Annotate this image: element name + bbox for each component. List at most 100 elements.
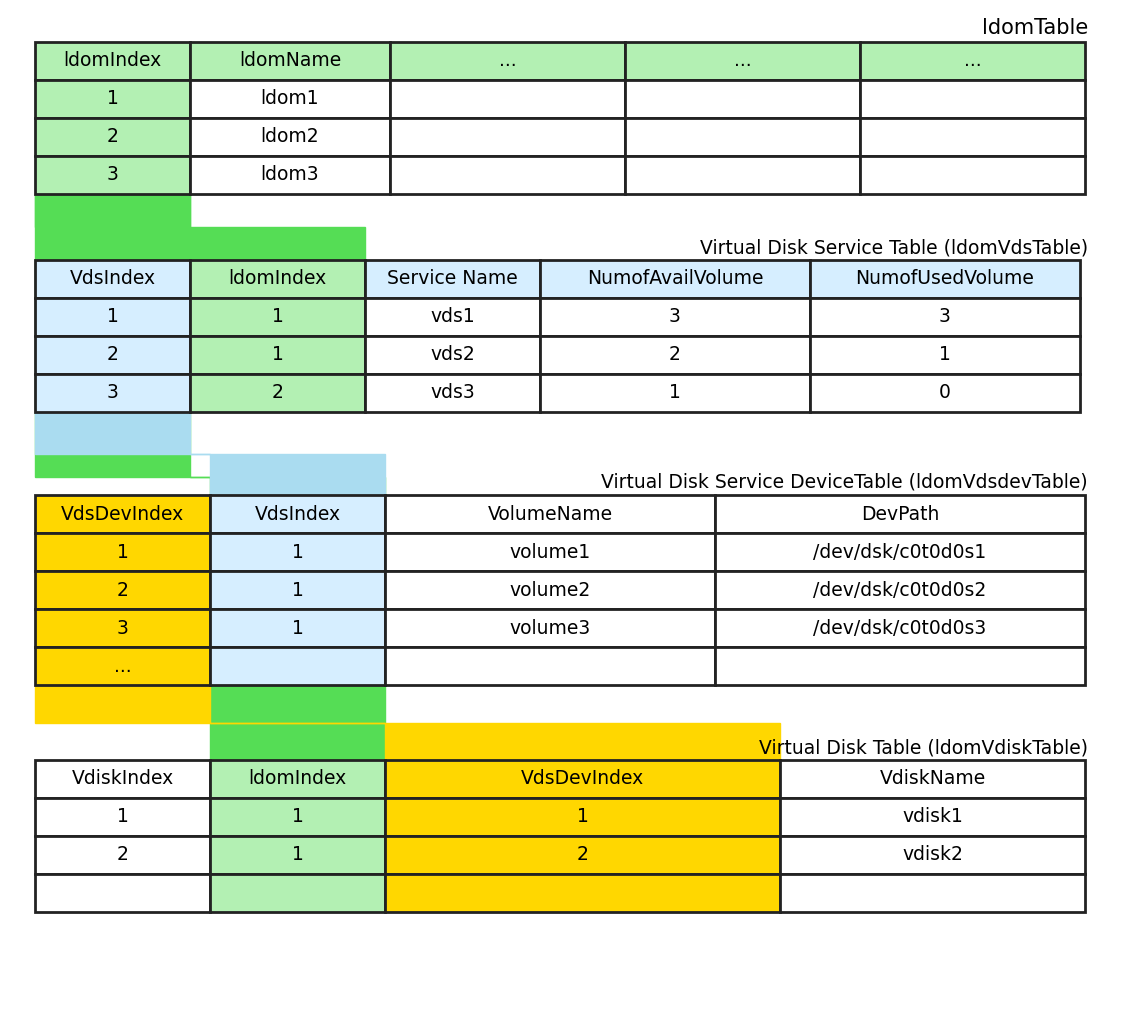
Text: 2: 2	[669, 346, 681, 364]
Text: 2: 2	[577, 845, 588, 865]
Bar	[385, 798, 780, 836]
Text: VdiskName: VdiskName	[880, 770, 985, 789]
Bar	[540, 374, 810, 412]
Bar	[210, 532, 385, 571]
Bar	[385, 836, 780, 874]
Bar	[190, 298, 365, 336]
Text: 3: 3	[939, 308, 951, 326]
Text: 1: 1	[292, 543, 303, 561]
Text: 1: 1	[577, 807, 588, 827]
Bar	[859, 156, 1085, 194]
Text: Virtual Disk Service Table (ldomVdsTable): Virtual Disk Service Table (ldomVdsTable…	[700, 238, 1088, 258]
Text: 3: 3	[107, 384, 119, 402]
Bar	[190, 156, 390, 194]
Text: volume2: volume2	[509, 581, 590, 599]
Text: 1: 1	[272, 346, 284, 364]
Text: vds3: vds3	[430, 384, 475, 402]
Bar	[625, 80, 859, 118]
Polygon shape	[35, 412, 385, 495]
Text: 1: 1	[292, 619, 303, 637]
Polygon shape	[35, 685, 780, 760]
Text: NumofAvailVolume: NumofAvailVolume	[587, 270, 763, 288]
Bar	[385, 532, 715, 571]
Bar	[390, 118, 625, 156]
Bar	[35, 80, 190, 118]
Text: vdisk2: vdisk2	[902, 845, 963, 865]
Bar	[35, 336, 190, 374]
Text: vds1: vds1	[430, 308, 475, 326]
Bar	[385, 609, 715, 647]
Bar	[35, 609, 210, 647]
Bar	[390, 80, 625, 118]
Text: vds2: vds2	[430, 346, 475, 364]
Text: 1: 1	[272, 308, 284, 326]
Text: ldom3: ldom3	[260, 165, 320, 185]
Text: ldomIndex: ldomIndex	[229, 270, 327, 288]
Bar	[385, 495, 715, 532]
Bar	[35, 798, 210, 836]
Text: DevPath: DevPath	[861, 505, 939, 523]
Text: vdisk1: vdisk1	[902, 807, 963, 827]
Bar	[385, 647, 715, 685]
Text: ...: ...	[113, 657, 131, 675]
Bar	[715, 532, 1085, 571]
Text: ldomIndex: ldomIndex	[248, 770, 347, 789]
Bar	[780, 760, 1085, 798]
Text: Service Name: Service Name	[387, 270, 518, 288]
Polygon shape	[35, 194, 365, 260]
Bar	[715, 571, 1085, 609]
Bar	[35, 532, 210, 571]
Bar	[210, 495, 385, 532]
Text: 0: 0	[939, 384, 951, 402]
Text: 1: 1	[292, 581, 303, 599]
Bar	[365, 260, 540, 298]
Bar	[810, 374, 1080, 412]
Bar	[35, 42, 190, 80]
Bar	[780, 874, 1085, 912]
Text: 3: 3	[107, 165, 119, 185]
Text: ...: ...	[964, 51, 982, 71]
Bar	[190, 118, 390, 156]
Text: /dev/dsk/c0t0d0s3: /dev/dsk/c0t0d0s3	[813, 619, 986, 637]
Text: 1: 1	[117, 807, 128, 827]
Text: 2: 2	[107, 346, 119, 364]
Text: 1: 1	[117, 543, 128, 561]
Bar	[540, 336, 810, 374]
Bar	[210, 609, 385, 647]
Text: ldomIndex: ldomIndex	[63, 51, 162, 71]
Bar	[625, 156, 859, 194]
Bar	[385, 874, 780, 912]
Bar	[190, 260, 365, 298]
Text: 3: 3	[117, 619, 128, 637]
Text: VdsIndex: VdsIndex	[70, 270, 156, 288]
Polygon shape	[35, 194, 385, 760]
Text: ...: ...	[498, 51, 516, 71]
Bar	[35, 374, 190, 412]
Bar	[210, 571, 385, 609]
Bar	[810, 298, 1080, 336]
Text: ...: ...	[734, 51, 752, 71]
Bar	[210, 836, 385, 874]
Bar	[190, 374, 365, 412]
Bar	[540, 298, 810, 336]
Text: Virtual Disk Service DeviceTable (ldomVdsdevTable): Virtual Disk Service DeviceTable (ldomVd…	[601, 473, 1088, 491]
Bar	[210, 647, 385, 685]
Bar	[35, 760, 210, 798]
Text: ldomTable: ldomTable	[982, 18, 1088, 38]
Text: volume3: volume3	[509, 619, 590, 637]
Bar	[715, 647, 1085, 685]
Text: 1: 1	[669, 384, 681, 402]
Bar	[859, 118, 1085, 156]
Bar	[780, 798, 1085, 836]
Text: volume1: volume1	[509, 543, 590, 561]
Bar	[210, 798, 385, 836]
Bar	[210, 874, 385, 912]
Text: 1: 1	[939, 346, 951, 364]
Text: 1: 1	[107, 308, 119, 326]
Text: 2: 2	[272, 384, 284, 402]
Text: 1: 1	[292, 845, 303, 865]
Bar	[35, 156, 190, 194]
Bar	[385, 760, 780, 798]
Bar	[810, 260, 1080, 298]
Bar	[365, 336, 540, 374]
